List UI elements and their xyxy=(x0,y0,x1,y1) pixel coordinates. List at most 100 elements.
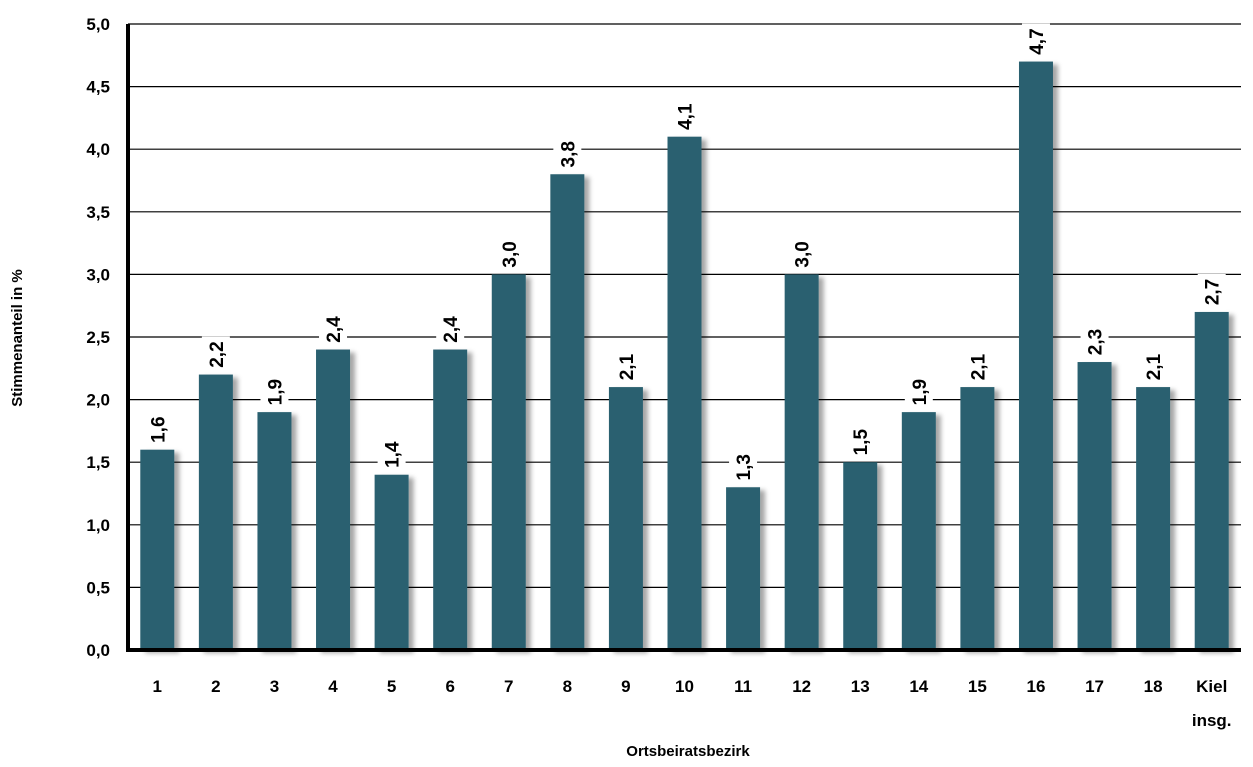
x-tick-label: 5 xyxy=(387,677,396,696)
data-label-text: 4,7 xyxy=(1027,28,1048,54)
data-label: 4,1 xyxy=(670,98,699,135)
bar xyxy=(667,136,702,650)
data-label-bg xyxy=(611,349,640,386)
data-label-bg xyxy=(436,311,465,348)
data-label: 2,1 xyxy=(1139,349,1168,386)
y-tick-label: 1,0 xyxy=(86,516,110,535)
y-tick-label: 0,0 xyxy=(86,641,110,660)
x-tick-label: 2 xyxy=(211,677,220,696)
x-tick-label: 16 xyxy=(1027,677,1046,696)
y-tick-label: 0,5 xyxy=(86,578,110,597)
y-tick-label: 2,0 xyxy=(86,391,110,410)
bar xyxy=(784,274,819,650)
data-label-bg xyxy=(494,236,523,273)
x-tick-label: 1 xyxy=(153,677,162,696)
y-tick-label: 5,0 xyxy=(86,15,110,34)
x-tick-label: 3 xyxy=(270,677,279,696)
x-tick-label: 4 xyxy=(328,677,338,696)
data-label-bg xyxy=(143,411,172,448)
y-tick-label: 3,0 xyxy=(86,265,110,284)
data-label-text: 2,1 xyxy=(968,353,989,380)
bar xyxy=(316,349,351,650)
y-tick-label: 2,5 xyxy=(86,328,110,347)
data-label: 1,4 xyxy=(377,436,406,473)
x-tick-label: 13 xyxy=(851,677,870,696)
data-label-bg xyxy=(1080,324,1109,361)
y-tick-label: 4,5 xyxy=(86,78,110,97)
data-label: 1,6 xyxy=(143,411,172,448)
data-label-bg xyxy=(963,349,992,386)
y-axis-title: Stimmenanteil in % xyxy=(9,269,26,407)
x-tick-label: 10 xyxy=(675,677,694,696)
data-label: 1,3 xyxy=(729,449,758,486)
data-label-bg xyxy=(729,449,758,486)
bar xyxy=(257,412,292,650)
data-label: 2,2 xyxy=(201,336,230,373)
data-label-bg xyxy=(260,374,289,411)
bar xyxy=(140,449,175,650)
data-label-bg xyxy=(670,98,699,135)
data-label: 2,4 xyxy=(319,311,348,348)
data-label-text: 2,4 xyxy=(324,316,345,343)
data-label-bg xyxy=(787,236,816,273)
data-label: 2,3 xyxy=(1080,324,1109,361)
data-label-text: 2,4 xyxy=(441,316,462,343)
bar xyxy=(491,274,526,650)
data-label: 4,7 xyxy=(1021,23,1050,60)
x-tick-label: 6 xyxy=(445,677,454,696)
data-label: 1,5 xyxy=(846,424,875,461)
data-label-text: 1,4 xyxy=(383,441,404,468)
bar xyxy=(198,374,233,650)
bar xyxy=(1136,387,1171,650)
data-label-text: 4,1 xyxy=(676,103,697,130)
bar xyxy=(374,474,409,650)
data-label-text: 1,6 xyxy=(148,416,169,442)
data-label: 2,7 xyxy=(1197,273,1226,310)
bar xyxy=(1194,311,1229,650)
bar xyxy=(1018,61,1053,651)
data-label-text: 1,3 xyxy=(734,454,755,480)
x-tick-label: 7 xyxy=(504,677,513,696)
data-label: 3,0 xyxy=(787,236,816,273)
data-label-bg xyxy=(1021,23,1050,60)
x-tick-label: 15 xyxy=(968,677,987,696)
data-label: 1,9 xyxy=(260,374,289,411)
data-label: 3,0 xyxy=(494,236,523,273)
x-tick-label: 17 xyxy=(1085,677,1104,696)
data-label-text: 2,3 xyxy=(1086,329,1107,355)
x-tick-label: 8 xyxy=(563,677,572,696)
bar xyxy=(433,349,468,650)
y-tick-labels: 0,0 0,5 1,0 1,5 2,0 2,5 3,0 3,5 4,0 4,5 5,0 xyxy=(86,15,110,660)
x-tick-label: Kiel insg. xyxy=(1192,677,1232,730)
data-label-bg xyxy=(201,336,230,373)
bars xyxy=(140,61,1229,651)
bar xyxy=(726,487,761,650)
data-label-bg xyxy=(377,436,406,473)
x-tick-label: 12 xyxy=(792,677,811,696)
data-label-bg xyxy=(1197,273,1226,310)
x-tick-label: 11 xyxy=(734,677,752,696)
data-label-text: 2,2 xyxy=(207,341,228,367)
data-label: 3,8 xyxy=(553,136,582,173)
x-axis-title: Ortsbeiratsbezirk xyxy=(626,743,750,760)
data-label-text: 3,0 xyxy=(793,241,814,267)
y-tick-label: 1,5 xyxy=(86,453,110,472)
data-label-text: 2,7 xyxy=(1203,279,1224,305)
data-label-text: 2,1 xyxy=(617,353,638,380)
x-tick-label: 14 xyxy=(909,677,928,696)
axes xyxy=(126,24,1241,652)
data-label-text: 3,0 xyxy=(500,241,521,267)
data-label-text: 1,5 xyxy=(851,429,872,456)
data-label-text: 2,1 xyxy=(1144,353,1165,380)
data-label-bg xyxy=(904,374,933,411)
data-label-bg xyxy=(846,424,875,461)
x-tick-label: 9 xyxy=(621,677,630,696)
x-tick-label: 18 xyxy=(1144,677,1163,696)
data-label: 2,1 xyxy=(611,349,640,386)
data-label-text: 1,9 xyxy=(265,379,286,405)
bar xyxy=(550,174,585,651)
data-label-bg xyxy=(1139,349,1168,386)
y-tick-label: 3,5 xyxy=(86,203,110,222)
data-label: 1,9 xyxy=(904,374,933,411)
